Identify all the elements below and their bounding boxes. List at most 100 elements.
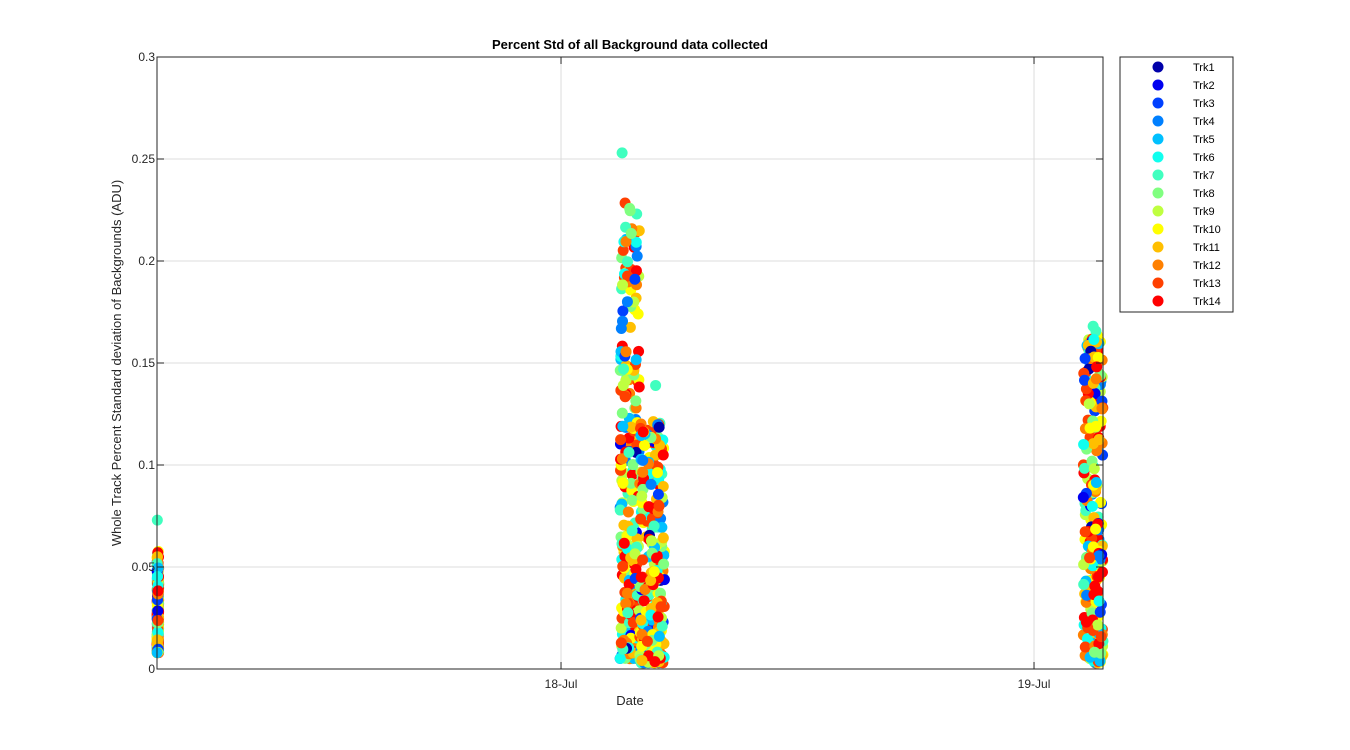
data-point [1093, 571, 1105, 583]
data-point [630, 265, 642, 277]
y-tick-label: 0.15 [132, 356, 156, 370]
data-points [151, 147, 1109, 669]
data-point [648, 520, 660, 532]
data-point [638, 440, 650, 452]
data-point [1092, 352, 1104, 364]
data-point [630, 354, 642, 366]
x-tick-label: 18-Jul [545, 677, 578, 691]
legend-label: Trk6 [1193, 152, 1215, 164]
legend-label: Trk4 [1193, 116, 1215, 128]
data-point [622, 506, 634, 518]
data-point [1093, 550, 1105, 562]
data-point [629, 548, 641, 560]
data-point [635, 614, 647, 626]
data-point [626, 469, 638, 481]
data-point [636, 490, 648, 502]
x-tick-label: 19-Jul [1018, 677, 1051, 691]
data-point-peak [616, 147, 628, 159]
data-point [1079, 462, 1091, 474]
data-point [1096, 402, 1108, 414]
data-point [1092, 619, 1104, 631]
data-point [625, 477, 637, 489]
data-point [635, 571, 647, 583]
legend-label: Trk2 [1193, 80, 1215, 92]
data-point [638, 595, 650, 607]
legend-marker [1152, 277, 1164, 289]
legend-marker [1152, 133, 1164, 145]
axis-ticks: 0 0.05 0.1 0.15 0.2 0.25 0.3 18-Jul 19-Jul [132, 50, 1103, 691]
legend-box [1119, 56, 1234, 313]
data-point [1078, 578, 1090, 590]
data-point [637, 426, 649, 438]
data-point [617, 279, 629, 291]
data-point [617, 305, 629, 317]
data-point [649, 656, 661, 668]
data-point [627, 459, 639, 471]
legend-label: Trk13 [1193, 278, 1221, 290]
legend-marker [1152, 169, 1164, 181]
data-point [152, 626, 164, 638]
legend-marker [1152, 61, 1164, 73]
data-point [615, 323, 627, 335]
data-point [1079, 353, 1091, 365]
legend-label: Trk9 [1193, 206, 1215, 218]
data-point [633, 345, 645, 357]
data-point [152, 585, 164, 597]
data-point [616, 407, 628, 419]
data-point [1095, 631, 1107, 643]
data-point [1078, 438, 1090, 450]
legend-marker [1152, 151, 1164, 163]
data-point [658, 558, 670, 570]
legend-marker [1152, 223, 1164, 235]
legend: Trk1 Trk2 Trk3 Trk4 Trk5 Trk6 Trk7 Trk8 Trk9 Trk1… [1119, 56, 1234, 313]
data-point [152, 605, 164, 617]
legend-label: Trk7 [1193, 170, 1215, 182]
y-tick-label: 0.1 [138, 458, 155, 472]
data-point [621, 256, 633, 268]
plot-area: 0 0.05 0.1 0.15 0.2 0.25 0.3 18-Jul 19-Jul [132, 50, 1109, 691]
data-point [152, 562, 164, 574]
data-point [632, 308, 644, 320]
legend-marker [1152, 97, 1164, 109]
data-point [625, 227, 637, 239]
data-point [653, 421, 665, 433]
data-point [1090, 476, 1102, 488]
data-point [1091, 361, 1103, 373]
data-point [615, 434, 627, 446]
data-point [653, 500, 665, 512]
data-point [618, 537, 630, 549]
legend-label: Trk14 [1193, 296, 1221, 308]
data-point [622, 607, 634, 619]
data-point [1079, 641, 1091, 653]
data-point [1086, 500, 1098, 512]
data-point [1094, 606, 1106, 618]
data-point-peak [650, 379, 662, 391]
data-point [636, 654, 648, 666]
data-point [652, 611, 664, 623]
data-point [623, 446, 635, 458]
legend-label: Trk5 [1193, 134, 1215, 146]
legend-label: Trk3 [1193, 98, 1215, 110]
legend-marker [1152, 259, 1164, 271]
data-point [626, 525, 638, 537]
data-point [645, 535, 657, 547]
data-point [630, 395, 642, 407]
legend-marker [1152, 295, 1164, 307]
data-point [641, 635, 653, 647]
data-point [630, 236, 642, 248]
data-point [621, 296, 633, 308]
legend-marker [1152, 241, 1164, 253]
data-point [624, 321, 636, 333]
data-point [637, 466, 649, 478]
x-axis-label: Date [616, 693, 643, 708]
data-point [620, 236, 632, 248]
data-point [652, 488, 664, 500]
legend-label: Trk8 [1193, 188, 1215, 200]
legend-marker [1152, 205, 1164, 217]
data-point [648, 566, 660, 578]
data-point [1087, 438, 1099, 450]
data-point [1081, 633, 1093, 645]
data-point [639, 584, 651, 596]
data-point [621, 587, 633, 599]
